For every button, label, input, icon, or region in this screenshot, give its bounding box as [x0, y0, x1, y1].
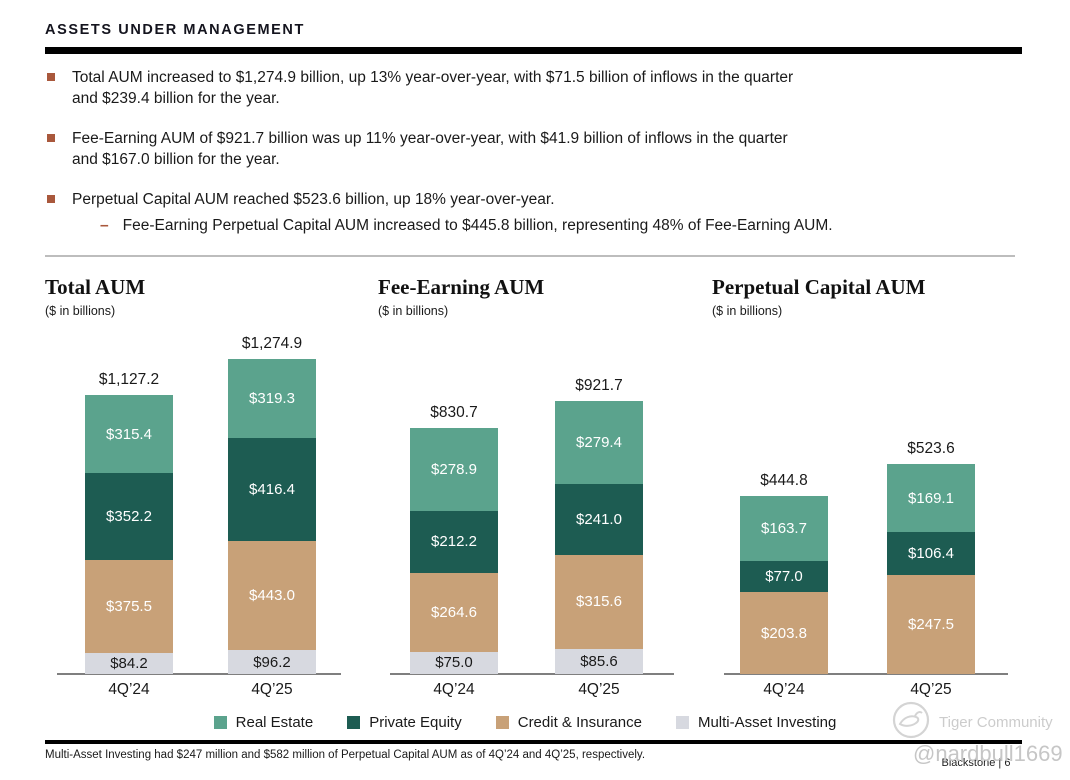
plot-area: $444.8 $163.7 $77.0 $203.8 $523.6 $169.1 $106.…	[712, 324, 1012, 675]
bar-segment: $169.1	[887, 464, 975, 533]
x-axis-label: 4Q’24	[108, 681, 150, 698]
chart-perpetual-capital-aum: Perpetual Capital AUM ($ in billions) $4…	[712, 274, 1012, 703]
page-title: ASSETS UNDER MANAGEMENT	[45, 22, 305, 38]
bar-total-label: $830.7	[430, 403, 478, 421]
watermark-tiger-community: Tiger Community	[891, 700, 1053, 744]
bar-segment: $84.2	[85, 653, 173, 674]
legend-item: Private Equity	[347, 714, 462, 731]
footer-rule	[45, 740, 1022, 744]
bullet-text: Fee-Earning AUM of $921.7 billion was up…	[72, 130, 788, 168]
legend-swatch	[213, 716, 227, 729]
page-number: 6	[1004, 757, 1011, 769]
legend-item: Credit & Insurance	[495, 714, 642, 731]
chart-title: Fee-Earning AUM	[378, 275, 545, 299]
bar-segment: $163.7	[740, 495, 828, 562]
bar-segment: $443.0	[228, 540, 316, 651]
bar-segment: $77.0	[740, 561, 828, 593]
stacked-bar: $1,274.9 $319.3 $416.4 $443.0 $96.2	[228, 335, 316, 674]
bar-total-label: $444.8	[760, 471, 808, 489]
footnote: Multi-Asset Investing had $247 million a…	[45, 749, 646, 761]
tiger-community-logo-icon	[891, 700, 931, 744]
stacked-bar: $444.8 $163.7 $77.0 $203.8	[740, 472, 828, 674]
x-axis-line	[724, 673, 1008, 675]
legend-label: Real Estate	[235, 714, 314, 731]
bullet-item: Total AUM increased to $1,274.9 billion,…	[47, 67, 1022, 109]
x-axis-line	[57, 673, 341, 675]
sub-bullet: – Fee-Earning Perpetual Capital AUM incre…	[100, 215, 833, 236]
bar-total-label: $523.6	[907, 440, 955, 458]
x-axis-label: 4Q’25	[251, 681, 293, 698]
footer-brand: Blackstone | 6	[930, 757, 1022, 769]
bar-segment: $352.2	[85, 473, 173, 561]
stacked-bar: $921.7 $279.4 $241.0 $315.6 $85.6	[555, 377, 643, 674]
sub-bullet-dash: –	[100, 217, 109, 234]
sub-bullet-text: Fee-Earning Perpetual Capital AUM increa…	[122, 217, 833, 234]
bar-total-label: $1,127.2	[98, 371, 160, 389]
bullet-square-icon	[47, 134, 55, 142]
plot-area: $1,127.2 $315.4 $352.2 $375.5 $84.2 $1,274.9 $…	[45, 324, 345, 675]
section-divider	[45, 255, 1015, 257]
plot-area: $830.7 $278.9 $212.2 $264.6 $75.0 $921.7 $279.…	[378, 324, 678, 675]
bar-segment: $315.4	[85, 395, 173, 474]
bar-segment: $319.3	[228, 358, 316, 438]
legend: Real Estate Private Equity Credit & Insura…	[0, 714, 1050, 731]
legend-swatch	[347, 716, 361, 729]
bar-segment: $241.0	[555, 483, 643, 556]
bullet-text: Perpetual Capital AUM reached $523.6 bil…	[72, 191, 833, 236]
header-rule	[45, 47, 1022, 54]
stacked-bar: $830.7 $278.9 $212.2 $264.6 $75.0	[410, 404, 498, 675]
bar-segment: $264.6	[410, 573, 498, 652]
bar-segment: $416.4	[228, 437, 316, 541]
legend-label: Private Equity	[369, 714, 462, 731]
bullet-text: Total AUM increased to $1,274.9 billion,…	[72, 69, 794, 107]
legend-item: Real Estate	[213, 714, 314, 731]
legend-label: Credit & Insurance	[517, 714, 642, 731]
footer-separator: |	[998, 757, 1002, 769]
bar-segment: $375.5	[85, 560, 173, 654]
header: ASSETS UNDER MANAGEMENT	[0, 0, 1070, 54]
bar-segment: $106.4	[887, 532, 975, 575]
chart-subtitle: ($ in billions)	[712, 304, 783, 318]
legend-swatch	[675, 716, 689, 729]
brand-name: Blackstone	[941, 757, 996, 769]
bar-segment: $203.8	[740, 592, 828, 674]
x-axis-line	[390, 673, 674, 675]
x-axis-labels: 4Q’24 4Q’25	[378, 681, 678, 703]
x-axis-label: 4Q’25	[578, 681, 620, 698]
legend-label: Multi-Asset Investing	[697, 714, 837, 731]
chart-total-aum: Total AUM ($ in billions) $1,127.2 $315.4…	[45, 274, 345, 703]
stacked-bar: $523.6 $169.1 $106.4 $247.5	[887, 440, 975, 674]
bullet-list: Total AUM increased to $1,274.9 billion,…	[0, 54, 1070, 236]
legend-item: Multi-Asset Investing	[675, 714, 837, 731]
x-axis-labels: 4Q’24 4Q’25	[712, 681, 1012, 703]
x-axis-labels: 4Q’24 4Q’25	[45, 681, 345, 703]
bar-segment: $279.4	[555, 401, 643, 484]
bar-segment: $96.2	[228, 650, 316, 674]
bar-segment: $85.6	[555, 648, 643, 674]
bar-segment: $247.5	[887, 574, 975, 674]
watermark-community-text: Tiger Community	[939, 713, 1053, 731]
bullet-item: Fee-Earning AUM of $921.7 billion was up…	[47, 128, 1022, 170]
bullet-square-icon	[47, 73, 55, 81]
x-axis-label: 4Q’24	[763, 681, 805, 698]
bar-segment: $315.6	[555, 555, 643, 649]
x-axis-label: 4Q’24	[433, 681, 475, 698]
chart-title: Perpetual Capital AUM	[712, 275, 926, 299]
bar-total-label: $1,274.9	[241, 334, 303, 352]
chart-fee-earning-aum: Fee-Earning AUM ($ in billions) $830.7 $2…	[378, 274, 678, 703]
stacked-bar: $1,127.2 $315.4 $352.2 $375.5 $84.2	[85, 371, 173, 674]
chart-title: Total AUM	[45, 275, 146, 299]
chart-subtitle: ($ in billions)	[378, 304, 449, 318]
watermark-handle: @nardbull1669	[913, 741, 1063, 766]
bullet-square-icon	[47, 195, 55, 203]
bar-total-label: $921.7	[575, 377, 623, 395]
chart-subtitle: ($ in billions)	[45, 304, 116, 318]
legend-swatch	[495, 716, 509, 729]
bullet-item: Perpetual Capital AUM reached $523.6 bil…	[47, 189, 1022, 236]
bar-segment: $212.2	[410, 510, 498, 574]
x-axis-label: 4Q’25	[910, 681, 952, 698]
bar-segment: $278.9	[410, 427, 498, 511]
bar-segment: $75.0	[410, 651, 498, 675]
